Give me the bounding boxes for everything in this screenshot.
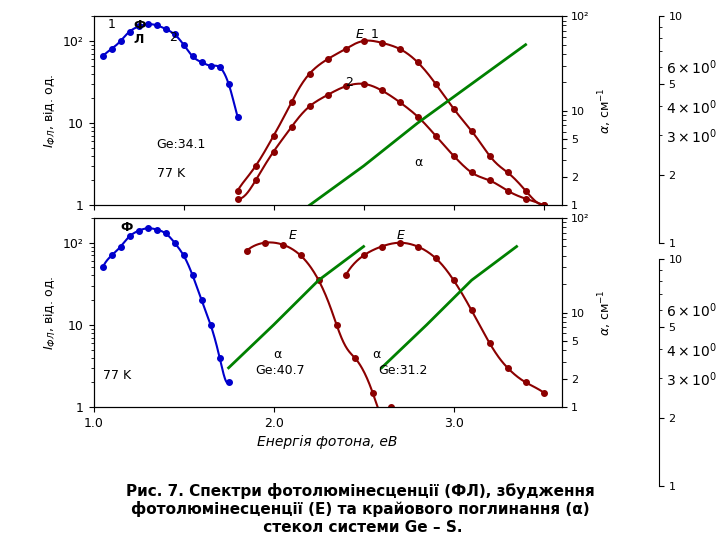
Text: 77 K: 77 K	[103, 369, 131, 382]
Text: α: α	[372, 348, 381, 361]
Text: $E$: $E$	[288, 230, 298, 242]
Text: Рис. 7. Спектри фотолюмінесценції (ФЛ), збудження
фотолюмінесценції (Е) та крайо: Рис. 7. Спектри фотолюмінесценції (ФЛ), …	[125, 483, 595, 535]
Text: Ge:40.7: Ge:40.7	[256, 364, 305, 377]
Text: Л: Л	[133, 33, 143, 46]
Text: Ф: Ф	[120, 221, 133, 234]
Y-axis label: $I_{ФЛ}$, від. од.: $I_{ФЛ}$, від. од.	[43, 275, 58, 350]
Text: α: α	[414, 156, 422, 169]
Text: α: α	[274, 348, 282, 361]
Text: $E$: $E$	[354, 28, 364, 40]
Text: 1: 1	[371, 28, 379, 40]
Text: Ф: Ф	[133, 19, 145, 32]
Text: Ge:34.1: Ge:34.1	[157, 138, 206, 151]
Text: 77 K: 77 K	[157, 167, 185, 180]
Text: $E$: $E$	[396, 230, 406, 242]
X-axis label: Енергія фотона, еВ: Енергія фотона, еВ	[258, 435, 397, 449]
Y-axis label: $\alpha$, см$^{-1}$: $\alpha$, см$^{-1}$	[597, 87, 614, 134]
Text: 1: 1	[108, 18, 116, 31]
Text: 2: 2	[169, 31, 177, 44]
Y-axis label: $\alpha$, см$^{-1}$: $\alpha$, см$^{-1}$	[597, 289, 614, 336]
Text: Ge:31.2: Ge:31.2	[378, 364, 428, 377]
Y-axis label: $I_{ФЛ}$, від. од.: $I_{ФЛ}$, від. од.	[43, 73, 58, 148]
Text: 2: 2	[346, 76, 354, 89]
